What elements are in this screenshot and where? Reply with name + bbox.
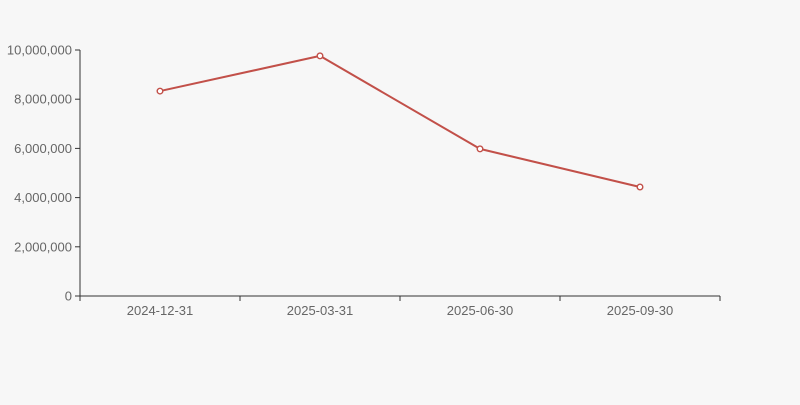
data-point-marker — [316, 52, 324, 60]
series-line — [159, 54, 641, 189]
y-tick-label: 4,000,000 — [14, 190, 72, 205]
data-point-marker — [636, 183, 644, 191]
y-tick-label: 0 — [65, 289, 72, 304]
data-point-marker — [476, 145, 484, 153]
data-point-marker — [156, 87, 164, 95]
y-tick-label: 8,000,000 — [14, 92, 72, 107]
x-tick-label: 2025-06-30 — [447, 303, 514, 318]
x-tick-label: 2025-03-31 — [287, 303, 354, 318]
x-tick-label: 2025-09-30 — [607, 303, 674, 318]
x-tick-label: 2024-12-31 — [127, 303, 194, 318]
y-tick-label: 2,000,000 — [14, 239, 72, 254]
y-tick-label: 10,000,000 — [7, 43, 72, 58]
y-tick-label: 6,000,000 — [14, 141, 72, 156]
